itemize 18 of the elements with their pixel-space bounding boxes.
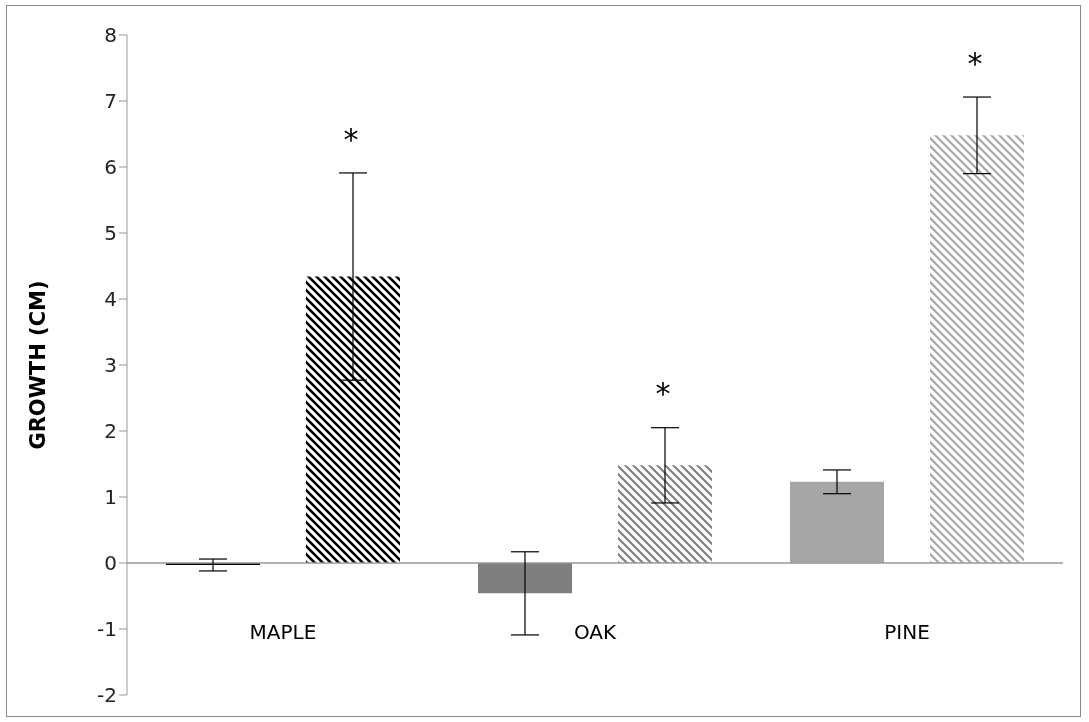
annotation: * bbox=[967, 45, 983, 81]
y-tick-label: -1 bbox=[97, 617, 117, 642]
annotation: * bbox=[343, 121, 359, 157]
y-tick-label: 6 bbox=[104, 155, 117, 180]
y-tick-label: 1 bbox=[104, 485, 117, 510]
y-tick-label: 5 bbox=[104, 221, 117, 246]
y-tick-label: 3 bbox=[104, 353, 117, 378]
x-tick-label: PINE bbox=[884, 620, 930, 645]
y-tick-label: 2 bbox=[104, 419, 117, 444]
x-tick-label: MAPLE bbox=[249, 620, 317, 645]
y-tick-label: 7 bbox=[104, 89, 117, 114]
y-tick-label: 0 bbox=[104, 551, 117, 576]
y-tick-label: 4 bbox=[104, 287, 117, 312]
y-tick-label: -2 bbox=[97, 683, 117, 708]
y-tick-label: 8 bbox=[104, 23, 117, 48]
x-tick-label: OAK bbox=[573, 620, 617, 645]
y-axis-title: GROWTH (CM) bbox=[26, 280, 51, 450]
annotation: * bbox=[655, 376, 671, 412]
